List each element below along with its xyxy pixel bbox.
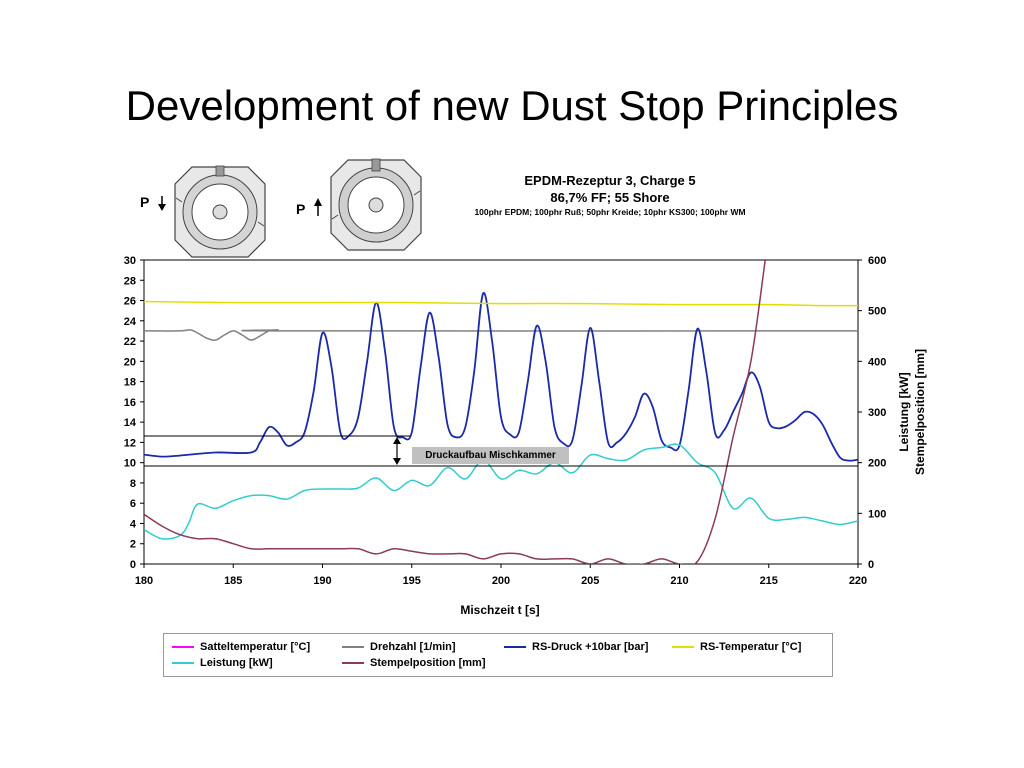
legend-item-rsdruck: RS-Druck +10bar [bar] (504, 640, 648, 654)
y-tick-label: 30 (124, 255, 136, 267)
arrow-down-icon (393, 458, 401, 465)
y-tick-label: 6 (130, 498, 136, 510)
legend-item-stempelposition: Stempelposition [mm] (342, 656, 486, 670)
y-tick-label: 0 (130, 559, 136, 571)
legend-label: Stempelposition [mm] (370, 657, 486, 669)
legend-label: RS-Temperatur [°C] (700, 641, 802, 653)
x-tick-label: 190 (313, 575, 331, 587)
legend-label: Satteltemperatur [°C] (200, 641, 311, 653)
legend-swatch (342, 646, 364, 649)
y2-tick-label: 500 (868, 306, 886, 318)
legend-swatch (172, 646, 194, 649)
y-tick-label: 26 (124, 296, 136, 308)
y-tick-label: 18 (124, 377, 136, 389)
y2-tick-label: 100 (868, 508, 886, 520)
x-axis-label: Mischzeit t [s] (460, 603, 539, 617)
legend-item-rstemperatur: RS-Temperatur [°C] (672, 640, 801, 654)
legend-item-satteltemperatur: Satteltemperatur [°C] (172, 640, 310, 654)
y2-axis-label-stempel: Stempelposition [mm] (913, 349, 927, 475)
pressure-buildup-annotation (144, 435, 858, 467)
series-line-drehzahl (144, 329, 858, 341)
legend: Satteltemperatur [°C] Drehzahl [1/min] RS-… (163, 633, 833, 677)
y-tick-label: 22 (124, 336, 136, 348)
series-line-stempelposition (144, 260, 766, 564)
pressure-label-left: P (140, 194, 149, 210)
legend-swatch (342, 662, 364, 665)
y-tick-label: 2 (130, 539, 136, 551)
x-tick-label: 215 (760, 575, 778, 587)
x-tick-label: 220 (849, 575, 867, 587)
arrow-up-icon (393, 437, 401, 444)
axis-ticks: 0246810121416182022242628300100200300400… (124, 255, 887, 587)
x-tick-label: 185 (224, 575, 242, 587)
y2-axis-label-leistung: Leistung [kW] (897, 372, 911, 451)
annotation-label: Druckaufbau Mischkammer (412, 447, 569, 464)
x-tick-label: 205 (581, 575, 599, 587)
arrow-down-icon (158, 196, 166, 211)
series-line-leistung (144, 443, 858, 540)
y2-tick-label: 600 (868, 255, 886, 267)
arrow-up-icon (314, 198, 322, 216)
series-line-rstemperatur (144, 300, 858, 307)
legend-swatch (172, 662, 194, 665)
legend-swatch (672, 646, 694, 649)
legend-swatch (504, 646, 526, 649)
chart-title-block: EPDM-Rezeptur 3, Charge 5 86,7% FF; 55 S… (440, 172, 780, 218)
x-tick-label: 210 (670, 575, 688, 587)
y-tick-label: 10 (124, 458, 136, 470)
y-tick-label: 16 (124, 397, 136, 409)
y2-tick-label: 400 (868, 356, 886, 368)
series-line-rsdruck (144, 292, 858, 462)
y-tick-label: 28 (124, 275, 136, 287)
legend-item-drehzahl: Drehzahl [1/min] (342, 640, 456, 654)
x-tick-label: 200 (492, 575, 510, 587)
y2-tick-label: 200 (868, 458, 886, 470)
chart-recipe: 100phr EPDM; 100phr Ruß; 50phr Kreide; 1… (474, 207, 746, 217)
chart-subtitle: 86,7% FF; 55 Shore (550, 190, 670, 205)
pressure-label-right: P (296, 201, 305, 217)
legend-label: Drehzahl [1/min] (370, 641, 456, 653)
y-tick-label: 14 (124, 417, 137, 429)
y-tick-label: 24 (124, 316, 137, 328)
legend-label: Leistung [kW] (200, 657, 273, 669)
mixer-diagram-left (174, 165, 266, 258)
y-tick-label: 12 (124, 437, 136, 449)
y-tick-label: 20 (124, 356, 136, 368)
x-tick-label: 195 (403, 575, 421, 587)
slide-title: Development of new Dust Stop Principles (125, 82, 899, 129)
y2-tick-label: 300 (868, 407, 886, 419)
y-tick-label: 4 (130, 518, 137, 530)
series-lines (144, 260, 858, 564)
mixer-diagram-right (330, 158, 422, 251)
x-tick-label: 180 (135, 575, 153, 587)
chart-title: EPDM-Rezeptur 3, Charge 5 (524, 173, 696, 188)
y-tick-label: 8 (130, 478, 136, 490)
legend-label: RS-Druck +10bar [bar] (532, 641, 649, 653)
legend-item-leistung: Leistung [kW] (172, 656, 273, 670)
y2-tick-label: 0 (868, 559, 874, 571)
